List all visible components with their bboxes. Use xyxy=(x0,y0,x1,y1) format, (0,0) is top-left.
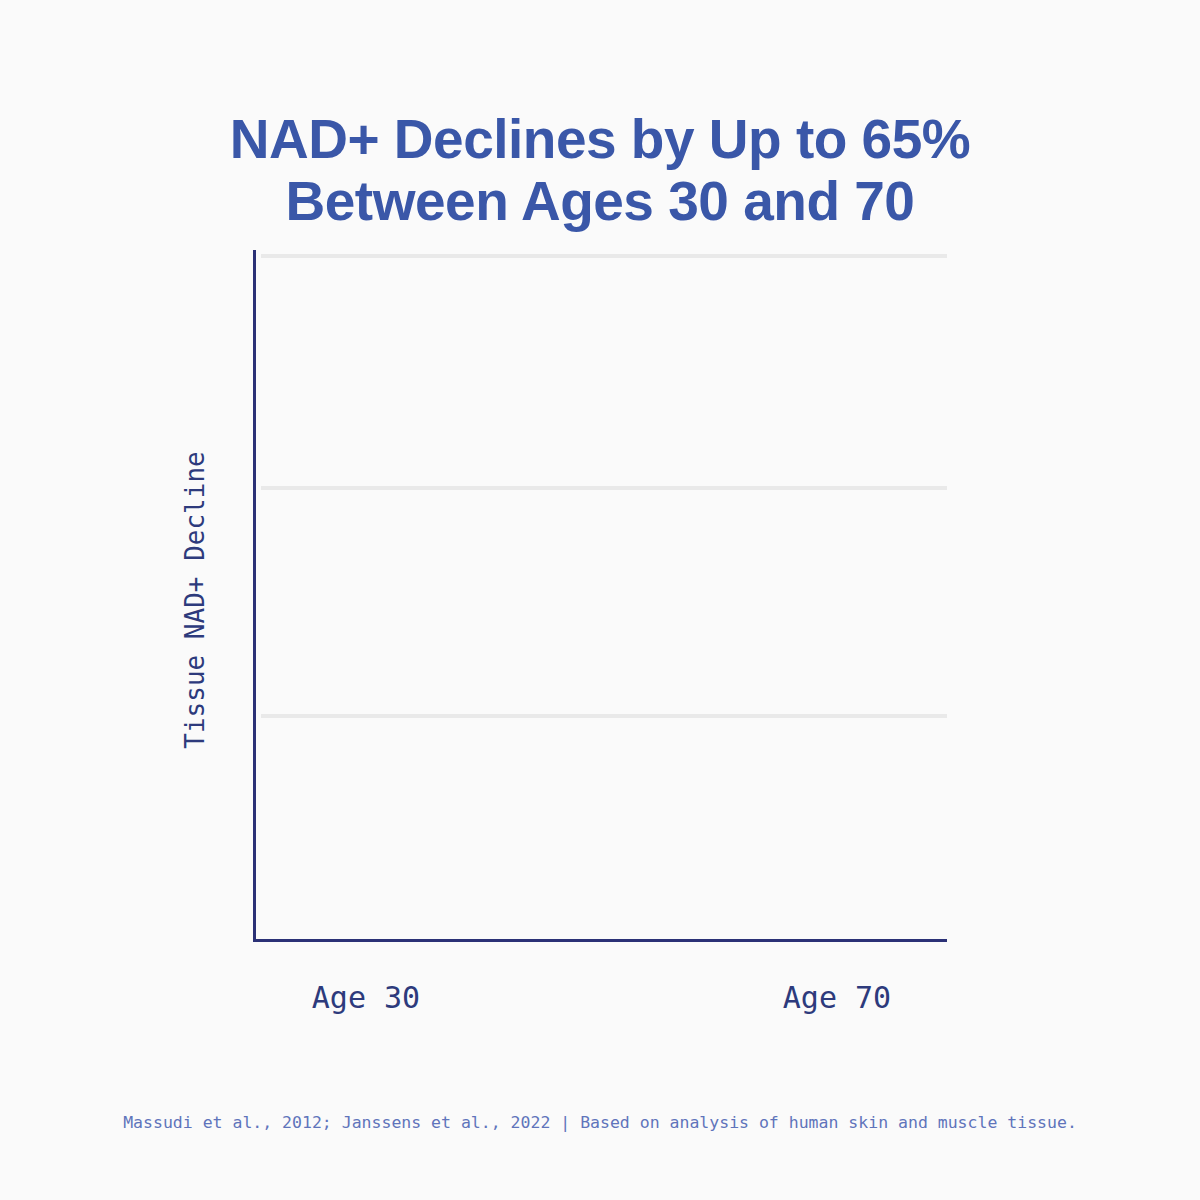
source-citation: Massudi et al., 2012; Janssens et al., 2… xyxy=(0,1113,1200,1132)
y-axis-label: Tissue NAD+ Decline xyxy=(180,451,210,748)
x-tick-age-70: Age 70 xyxy=(783,980,891,1015)
chart-title: NAD+ Declines by Up to 65% Between Ages … xyxy=(0,108,1200,232)
gridline-middle xyxy=(261,486,947,490)
gridline-bottom xyxy=(261,714,947,718)
chart-title-line2: Between Ages 30 and 70 xyxy=(0,170,1200,232)
infographic-canvas: NAD+ Declines by Up to 65% Between Ages … xyxy=(0,0,1200,1200)
chart-title-line1: NAD+ Declines by Up to 65% xyxy=(0,108,1200,170)
x-tick-age-30: Age 30 xyxy=(312,980,420,1015)
plot-area xyxy=(253,250,947,942)
gridline-top xyxy=(261,254,947,258)
